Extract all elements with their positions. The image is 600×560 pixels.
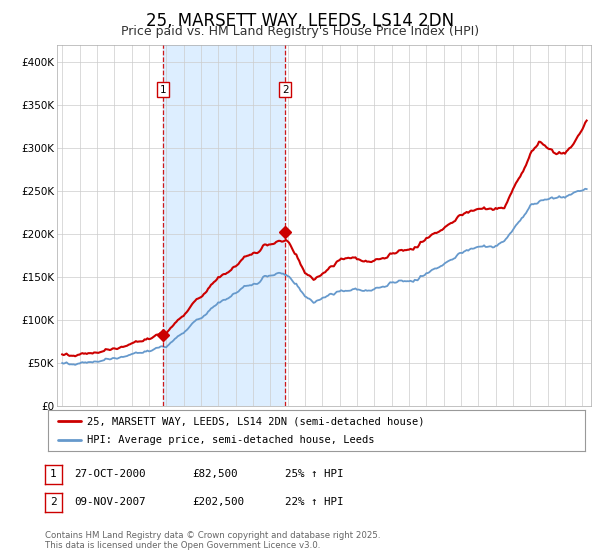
Text: £202,500: £202,500 — [192, 497, 244, 507]
Text: 22% ↑ HPI: 22% ↑ HPI — [285, 497, 343, 507]
Text: 2: 2 — [50, 497, 57, 507]
Text: 1: 1 — [50, 469, 57, 479]
Text: 09-NOV-2007: 09-NOV-2007 — [74, 497, 145, 507]
Text: 25% ↑ HPI: 25% ↑ HPI — [285, 469, 343, 479]
Text: £82,500: £82,500 — [192, 469, 238, 479]
Bar — [163, 45, 285, 406]
Text: Price paid vs. HM Land Registry's House Price Index (HPI): Price paid vs. HM Land Registry's House … — [121, 25, 479, 38]
Text: HPI: Average price, semi-detached house, Leeds: HPI: Average price, semi-detached house,… — [86, 435, 374, 445]
Text: 27-OCT-2000: 27-OCT-2000 — [74, 469, 145, 479]
Text: 2: 2 — [282, 85, 289, 95]
Text: 25, MARSETT WAY, LEEDS, LS14 2DN: 25, MARSETT WAY, LEEDS, LS14 2DN — [146, 12, 454, 30]
Text: 25, MARSETT WAY, LEEDS, LS14 2DN (semi-detached house): 25, MARSETT WAY, LEEDS, LS14 2DN (semi-d… — [86, 417, 424, 426]
Text: 1: 1 — [160, 85, 166, 95]
Text: Contains HM Land Registry data © Crown copyright and database right 2025.
This d: Contains HM Land Registry data © Crown c… — [45, 531, 380, 550]
